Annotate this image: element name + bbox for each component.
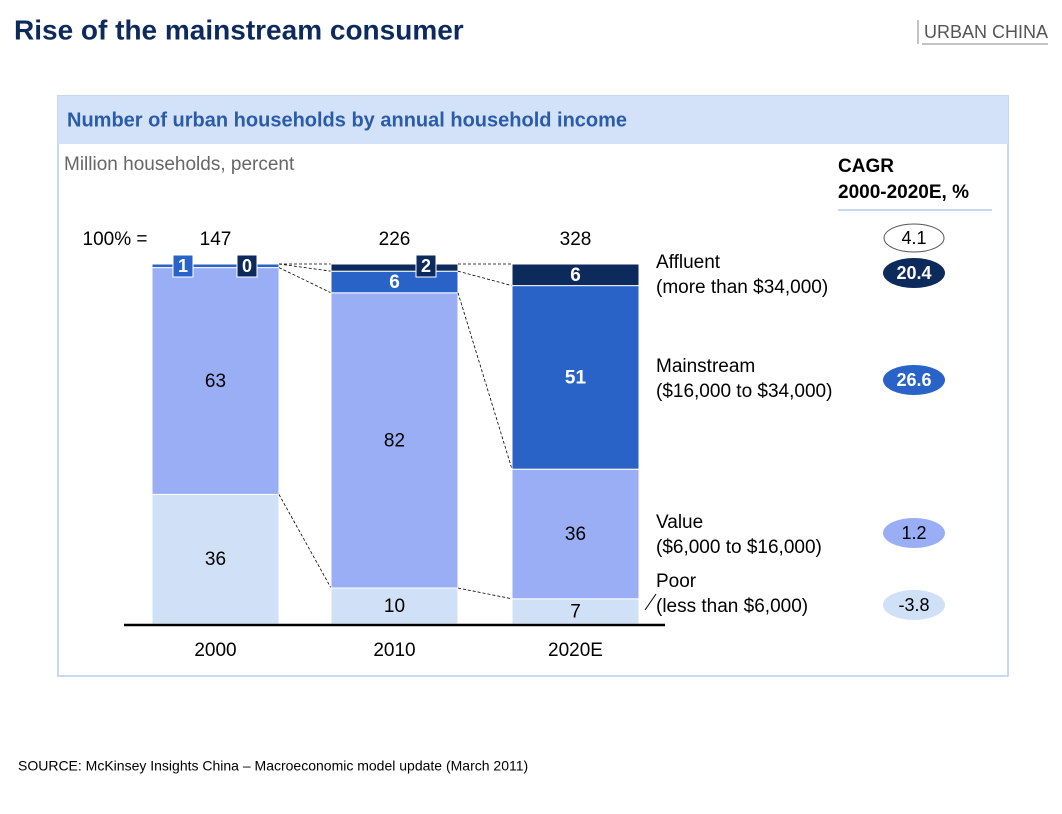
data-label: 0 (242, 256, 252, 276)
connector (457, 292, 513, 470)
cagr-oval (883, 365, 945, 395)
bar-segment (511, 285, 640, 470)
data-label-box (172, 254, 194, 278)
cagr-value: 26.6 (896, 370, 931, 390)
legend-label: Affluent (656, 252, 721, 273)
x-tick-label: 2000 (194, 640, 236, 661)
bar-segment (151, 493, 280, 625)
cagr-title: CAGR (838, 156, 894, 177)
chart-subtitle: Million households, percent (64, 154, 295, 175)
total-label: 147 (200, 229, 232, 250)
data-label: 82 (384, 430, 405, 451)
chart-title: Number of urban households by annual hou… (67, 109, 627, 131)
cagr-value: 4.1 (901, 228, 926, 248)
total-label: 226 (379, 229, 411, 250)
bar-segment (511, 263, 640, 287)
data-label: 2 (421, 256, 431, 276)
cagr-title: 2000-2020E, % (838, 182, 969, 203)
data-label: 51 (565, 367, 587, 388)
cagr-value: 1.2 (901, 523, 926, 543)
legend-label: Mainstream (656, 356, 755, 377)
totals-label: 100% = (83, 229, 148, 250)
legend-range: ($6,000 to $16,000) (656, 537, 822, 558)
legend-range: (more than $34,000) (656, 277, 828, 298)
bar-segment (330, 263, 459, 272)
connector (278, 494, 332, 589)
bar-segment (511, 468, 640, 600)
legend-range: ($16,000 to $34,000) (656, 381, 832, 402)
data-label: 6 (570, 265, 581, 286)
data-label-box (236, 254, 258, 278)
cagr-value: -3.8 (898, 595, 929, 615)
connector (278, 263, 332, 272)
bar-segment (330, 587, 459, 625)
cagr-oval (883, 258, 945, 288)
legend-label: Poor (656, 571, 697, 592)
data-label-box (415, 254, 437, 278)
cagr-oval (883, 518, 945, 548)
data-label: 63 (205, 371, 226, 392)
legend-range: (less than $6,000) (656, 596, 808, 617)
data-label: 36 (205, 549, 226, 570)
x-tick-label: 2020E (548, 640, 603, 661)
bar-segment (151, 267, 280, 495)
cagr-oval (883, 223, 945, 253)
section-tag: URBAN CHINA (924, 22, 1048, 42)
x-tick-label: 2010 (373, 640, 415, 661)
cagr-value: 20.4 (896, 263, 931, 283)
cagr-oval (883, 590, 945, 620)
page-title: Rise of the mainstream consumer (14, 14, 464, 45)
connector (457, 270, 513, 286)
leader (644, 593, 657, 611)
connector (457, 587, 513, 600)
data-label: 36 (565, 524, 586, 545)
bar-segment (511, 598, 640, 625)
data-label: 7 (570, 601, 581, 622)
legend-label: Value (656, 512, 703, 533)
bar-segment (151, 263, 280, 269)
data-label: 1 (178, 256, 188, 276)
panel-header (58, 96, 1008, 144)
data-label: 10 (384, 596, 405, 617)
data-label: 6 (389, 272, 400, 293)
total-label: 328 (560, 229, 592, 250)
source: SOURCE: McKinsey Insights China – Macroe… (18, 758, 528, 774)
bar-segment (330, 292, 459, 589)
